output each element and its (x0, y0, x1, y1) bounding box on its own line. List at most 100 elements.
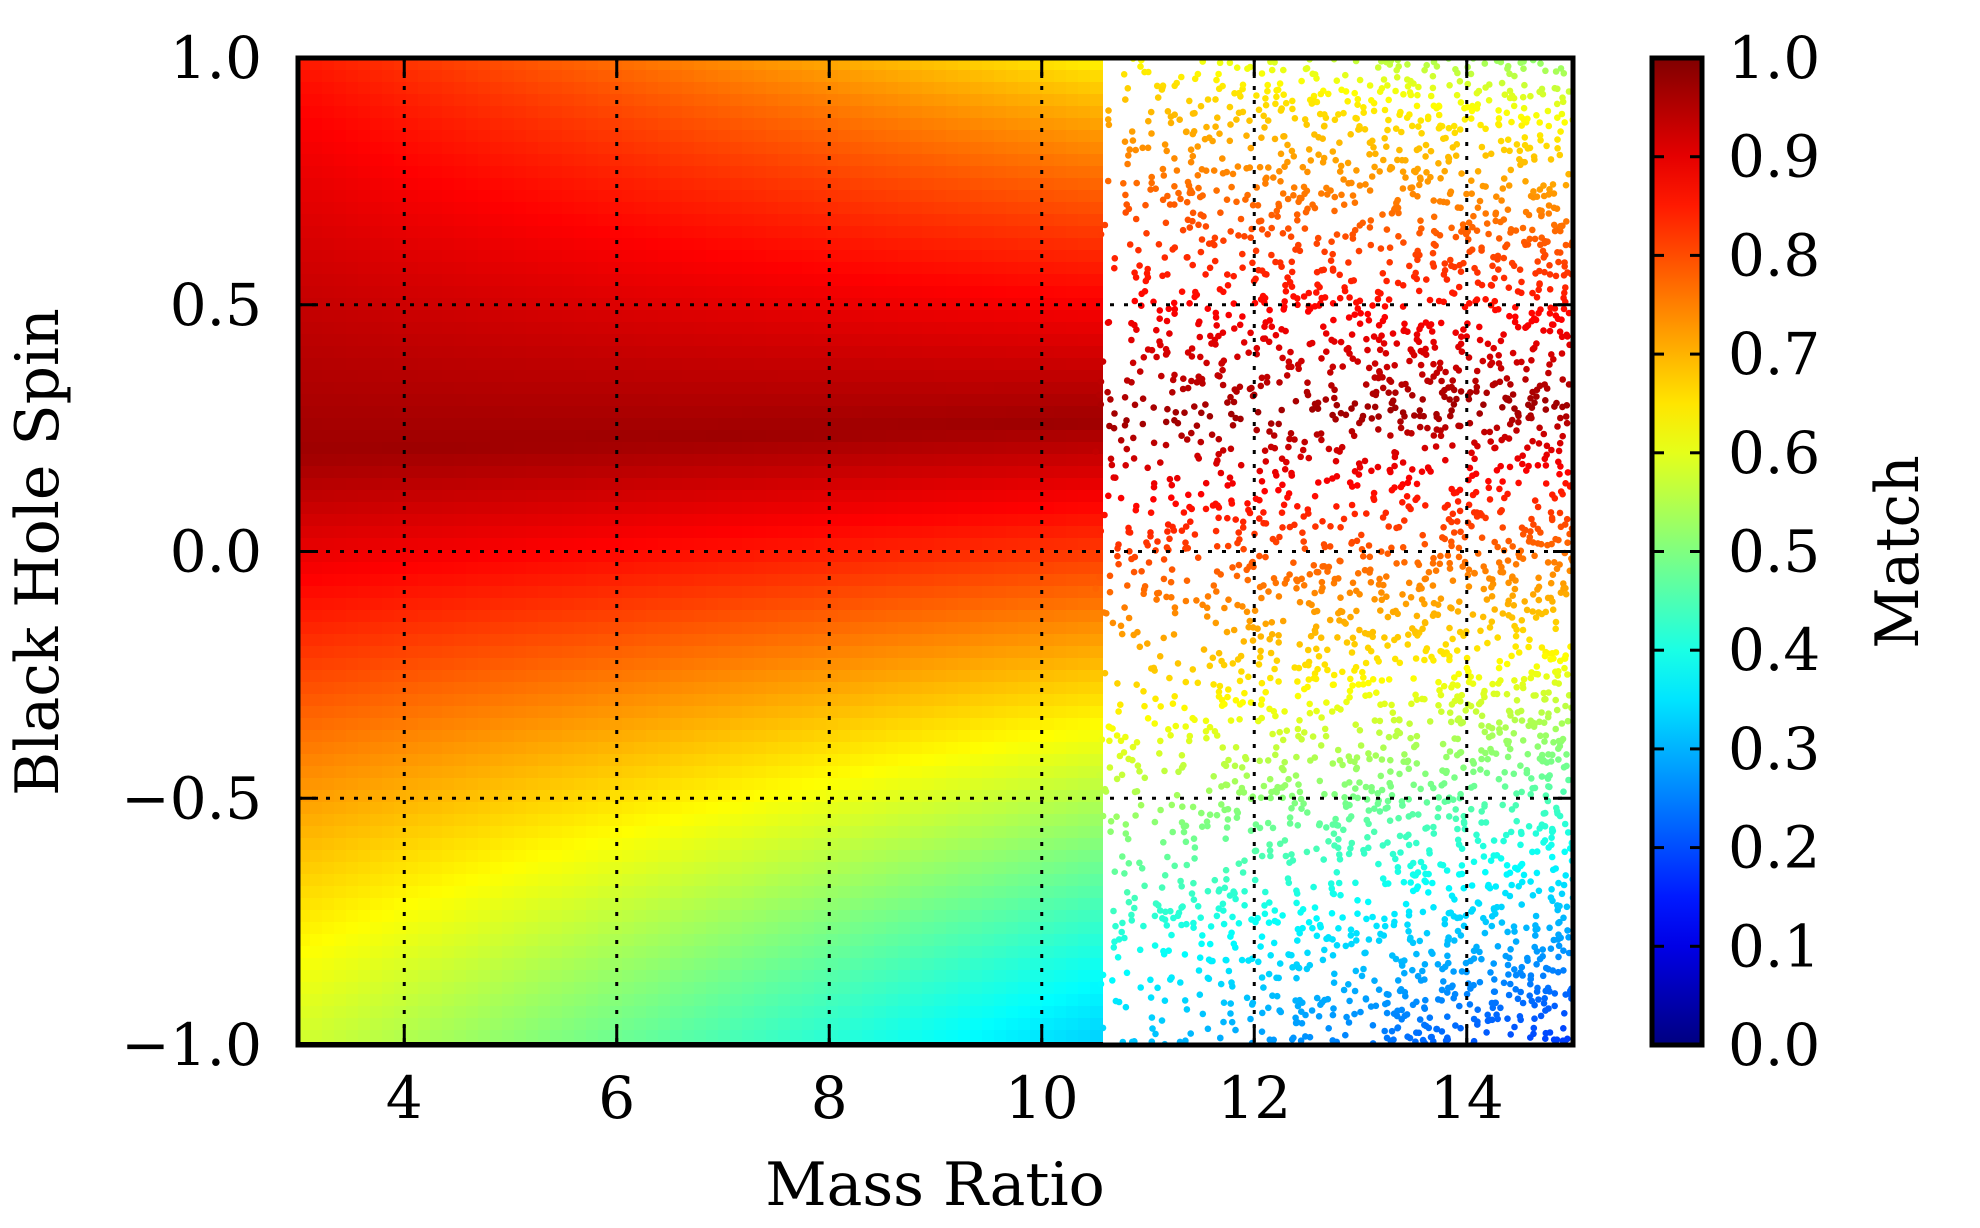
field-cell (406, 154, 419, 167)
field-cell (850, 322, 863, 335)
field-cell (358, 514, 371, 527)
field-cell (454, 778, 467, 791)
field-cell (970, 274, 983, 287)
field-cell (694, 310, 707, 323)
field-cell (730, 346, 743, 359)
field-cell (538, 346, 551, 359)
field-cell (790, 394, 803, 407)
field-cell (730, 514, 743, 527)
field-cell (742, 574, 755, 587)
field-cell (490, 610, 503, 623)
field-cell (502, 550, 515, 563)
field-cell (874, 850, 887, 863)
field-cell (994, 610, 1007, 623)
field-cell (310, 682, 323, 695)
field-cell (382, 586, 395, 599)
field-cell (730, 226, 743, 239)
field-cell (706, 238, 719, 251)
field-cell (766, 958, 779, 971)
field-cell (550, 526, 563, 539)
field-cell (790, 442, 803, 455)
field-cell (346, 226, 359, 239)
field-cell (562, 550, 575, 563)
field-cell (310, 754, 323, 767)
field-cell (790, 562, 803, 575)
field-cell (766, 718, 779, 731)
field-cell (646, 454, 659, 467)
field-cell (742, 610, 755, 623)
field-cell (826, 742, 839, 755)
field-cell (874, 742, 887, 755)
field-cell (334, 70, 347, 83)
field-cell (478, 286, 491, 299)
field-cell (946, 514, 959, 527)
field-cell (370, 142, 383, 155)
field-cell (526, 922, 539, 935)
field-cell (946, 658, 959, 671)
field-cell (658, 310, 671, 323)
field-cell (394, 574, 407, 587)
field-cell (634, 82, 647, 95)
field-cell (346, 802, 359, 815)
field-cell (490, 754, 503, 767)
field-cell (790, 406, 803, 419)
field-cell (322, 814, 335, 827)
field-cell (790, 1006, 803, 1019)
field-cell (646, 190, 659, 203)
field-cell (646, 514, 659, 527)
field-cell (466, 682, 479, 695)
field-cell (874, 406, 887, 419)
field-cell (418, 1018, 431, 1031)
field-cell (478, 874, 491, 887)
field-cell (766, 994, 779, 1007)
field-cell (370, 406, 383, 419)
field-cell (586, 394, 599, 407)
field-cell (742, 850, 755, 863)
field-cell (838, 910, 851, 923)
field-cell (646, 274, 659, 287)
field-cell (934, 130, 947, 143)
field-cell (670, 406, 683, 419)
field-cell (922, 514, 935, 527)
field-cell (898, 898, 911, 911)
field-cell (730, 550, 743, 563)
field-cell (382, 562, 395, 575)
field-cell (910, 154, 923, 167)
field-cell (454, 406, 467, 419)
field-cell (766, 1030, 779, 1043)
field-cell (586, 190, 599, 203)
field-cell (418, 334, 431, 347)
field-cell (694, 298, 707, 311)
field-cell (466, 838, 479, 851)
field-cell (754, 898, 767, 911)
field-cell (682, 334, 695, 347)
field-cell (994, 922, 1007, 935)
field-cell (730, 946, 743, 959)
field-cell (310, 538, 323, 551)
field-cell (706, 442, 719, 455)
field-cell (562, 238, 575, 251)
field-cell (826, 670, 839, 683)
field-cell (718, 106, 731, 119)
field-cell (538, 946, 551, 959)
field-cell (610, 106, 623, 119)
field-cell (598, 922, 611, 935)
field-cell (526, 370, 539, 383)
field-cell (862, 490, 875, 503)
field-cell (790, 310, 803, 323)
field-cell (898, 514, 911, 527)
field-cell (586, 454, 599, 467)
field-cell (526, 982, 539, 995)
field-cell (898, 274, 911, 287)
field-cell (298, 526, 311, 539)
field-cell (970, 466, 983, 479)
field-cell (562, 274, 575, 287)
field-cell (994, 850, 1007, 863)
field-cell (730, 646, 743, 659)
field-cell (874, 322, 887, 335)
field-cell (802, 670, 815, 683)
field-cell (538, 850, 551, 863)
field-cell (322, 946, 335, 959)
field-cell (886, 526, 899, 539)
field-cell (478, 130, 491, 143)
